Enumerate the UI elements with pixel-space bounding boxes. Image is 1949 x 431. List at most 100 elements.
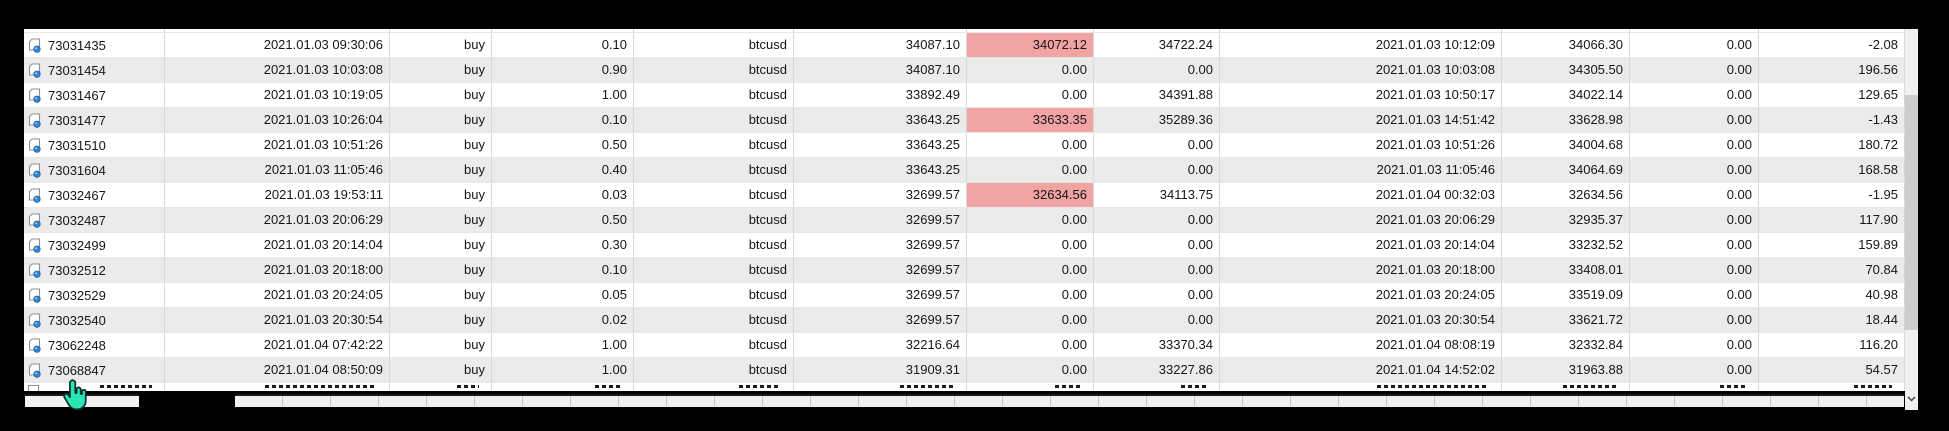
cell-open_price: 32699.57	[794, 183, 967, 207]
cell-symbol: btcusd	[634, 333, 794, 357]
cell-profit: 117.90	[1759, 208, 1905, 232]
history-row[interactable]: 73031467 2021.01.03 10:19:05 buy 1.00 btcusd…	[24, 83, 1905, 108]
cell-open_price: 33643.25	[794, 108, 967, 132]
history-row[interactable]: 73031454 2021.01.03 10:03:08 buy 0.90 btcusd…	[24, 58, 1905, 83]
order-document-icon	[28, 137, 41, 153]
cell-open_price: 31909.31	[794, 358, 967, 382]
history-row[interactable]: 73032540 2021.01.03 20:30:54 buy 0.02 btcusd…	[24, 308, 1905, 333]
order-document-icon	[28, 62, 41, 78]
order-document-icon	[28, 312, 41, 328]
cell-symbol: btcusd	[634, 158, 794, 182]
cell-ticket: 73031477	[24, 108, 165, 132]
cell-open_price: 34087.10	[794, 33, 967, 57]
cell-clipped	[24, 383, 165, 391]
cell-open_price: 32699.57	[794, 283, 967, 307]
cell-open_time: 2021.01.03 19:53:11	[165, 183, 390, 207]
cell-empty	[794, 29, 967, 32]
history-row[interactable]: 73031435 2021.01.03 09:30:06 buy 0.10 btcusd…	[24, 33, 1905, 58]
cell-open_time: 2021.01.03 20:06:29	[165, 208, 390, 232]
cell-close_price: 34004.68	[1502, 133, 1630, 157]
cell-commission: 0.00	[1630, 83, 1759, 107]
cell-open_price: 33643.25	[794, 133, 967, 157]
cell-close_time: 2021.01.04 08:08:19	[1220, 333, 1502, 357]
cell-ticket: 73068847	[24, 358, 165, 382]
history-row[interactable]: 73031510 2021.01.03 10:51:26 buy 0.50 btcusd…	[24, 133, 1905, 158]
history-row[interactable]: 73031604 2021.01.03 11:05:46 buy 0.40 btcusd…	[24, 158, 1905, 183]
cell-symbol: btcusd	[634, 183, 794, 207]
history-row[interactable]: 73031477 2021.01.03 10:26:04 buy 0.10 btcusd…	[24, 108, 1905, 133]
cell-open_price: 32699.57	[794, 308, 967, 332]
cell-tp: 34722.24	[1094, 33, 1220, 57]
cell-empty	[967, 29, 1094, 32]
cell-close_price: 33628.98	[1502, 108, 1630, 132]
history-row[interactable]: 73032499 2021.01.03 20:14:04 buy 0.30 btcusd…	[24, 233, 1905, 258]
cell-symbol: btcusd	[634, 133, 794, 157]
cell-ticket: 73032467	[24, 183, 165, 207]
cell-tp: 0.00	[1094, 133, 1220, 157]
cell-commission: 0.00	[1630, 258, 1759, 282]
order-ticket: 73032529	[48, 287, 106, 303]
cell-commission: 0.00	[1630, 358, 1759, 382]
cell-ticket: 73062248	[24, 333, 165, 357]
history-row[interactable]: 73068847 2021.01.04 08:50:09 buy 1.00 btcusd…	[24, 358, 1905, 383]
cell-type: buy	[390, 233, 492, 257]
cell-clipped	[390, 383, 492, 391]
cell-empty	[1220, 29, 1502, 32]
history-row[interactable]: 73032487 2021.01.03 20:06:29 buy 0.50 btcusd…	[24, 208, 1905, 233]
order-ticket: 73031604	[48, 162, 106, 178]
cell-open_price: 34087.10	[794, 58, 967, 82]
order-document-icon	[28, 87, 41, 103]
vertical-scrollbar[interactable]	[1905, 29, 1918, 410]
cell-sl: 0.00	[967, 358, 1094, 382]
clipped-panel-fragment	[25, 394, 139, 407]
cell-close_price: 33232.52	[1502, 233, 1630, 257]
cell-type: buy	[390, 83, 492, 107]
cell-tp: 33370.34	[1094, 333, 1220, 357]
history-row[interactable]: 73032467 2021.01.03 19:53:11 buy 0.03 btcusd…	[24, 183, 1905, 208]
cell-commission: 0.00	[1630, 333, 1759, 357]
cell-clipped	[1220, 383, 1502, 391]
cell-volume: 0.05	[492, 283, 634, 307]
cell-symbol: btcusd	[634, 308, 794, 332]
scrollbar-down-button[interactable]	[1905, 390, 1918, 408]
cell-open_time: 2021.01.03 11:05:46	[165, 158, 390, 182]
cell-ticket: 73031454	[24, 58, 165, 82]
cell-type: buy	[390, 183, 492, 207]
cell-tp: 34391.88	[1094, 83, 1220, 107]
cell-empty	[1502, 29, 1630, 32]
cell-volume: 0.50	[492, 133, 634, 157]
history-table: 73031435 2021.01.03 09:30:06 buy 0.10 btcusd…	[24, 29, 1905, 410]
cell-open_time: 2021.01.04 08:50:09	[165, 358, 390, 382]
cell-volume: 0.10	[492, 33, 634, 57]
cell-commission: 0.00	[1630, 283, 1759, 307]
cell-clipped	[1502, 383, 1630, 391]
cell-close_price: 34022.14	[1502, 83, 1630, 107]
cell-symbol: btcusd	[634, 83, 794, 107]
cell-clipped	[165, 383, 390, 391]
clipped-row-bottom[interactable]	[24, 383, 1905, 391]
cell-open_time: 2021.01.03 20:30:54	[165, 308, 390, 332]
cell-sl: 32634.56	[967, 183, 1094, 207]
cell-profit: -2.08	[1759, 33, 1905, 57]
cell-ticket: 73032540	[24, 308, 165, 332]
cell-ticket: 73032529	[24, 283, 165, 307]
order-ticket: 73062248	[48, 337, 106, 353]
cell-ticket: 73031604	[24, 158, 165, 182]
cell-tp: 0.00	[1094, 158, 1220, 182]
cell-sl: 0.00	[967, 133, 1094, 157]
history-row[interactable]: 73062248 2021.01.04 07:42:22 buy 1.00 btcusd…	[24, 333, 1905, 358]
history-row[interactable]: 73032529 2021.01.03 20:24:05 buy 0.05 btcusd…	[24, 283, 1905, 308]
cell-commission: 0.00	[1630, 33, 1759, 57]
scrollbar-thumb[interactable]	[1905, 95, 1918, 330]
cell-empty	[634, 29, 794, 32]
cell-profit: 168.58	[1759, 158, 1905, 182]
order-document-icon	[28, 237, 41, 253]
cell-open_time: 2021.01.04 07:42:22	[165, 333, 390, 357]
cell-profit: 18.44	[1759, 308, 1905, 332]
cell-commission: 0.00	[1630, 208, 1759, 232]
cell-close_price: 32634.56	[1502, 183, 1630, 207]
cell-close_time: 2021.01.03 20:24:05	[1220, 283, 1502, 307]
cell-close_time: 2021.01.04 14:52:02	[1220, 358, 1502, 382]
history-row[interactable]: 73032512 2021.01.03 20:18:00 buy 0.10 btcusd…	[24, 258, 1905, 283]
cell-close_time: 2021.01.03 20:06:29	[1220, 208, 1502, 232]
